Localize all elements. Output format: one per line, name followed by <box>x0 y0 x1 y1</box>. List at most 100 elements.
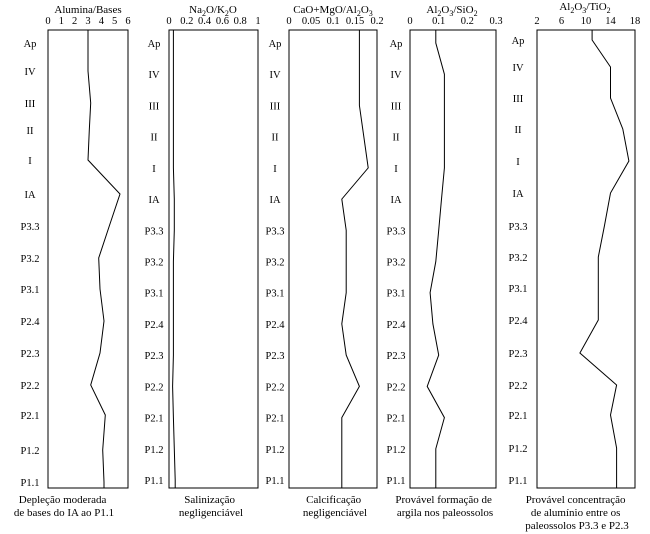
panel-3-depth-label: II <box>272 133 279 144</box>
panel-2-depth-label: I <box>152 164 156 175</box>
panel-3-tick-label: 0.15 <box>346 16 364 27</box>
panel-2-depth-label: P2.3 <box>145 351 164 362</box>
panel-2-depth-label: P2.2 <box>145 382 164 393</box>
panel-4-tick-label: 0.2 <box>461 16 474 27</box>
panel-4-depth-label: IV <box>390 70 401 81</box>
panel-3-depth-label: P2.4 <box>266 320 286 331</box>
panel-3-depth-label: P3.2 <box>266 258 285 269</box>
panel-3-depth-label: P3.1 <box>266 289 285 300</box>
panel-4-title: Al2O3/SiO2 <box>426 4 477 18</box>
panel-3-depth-label: P2.2 <box>266 382 285 393</box>
panel-4-depth-label: P2.3 <box>387 351 406 362</box>
panel-1-depth-labels: ApIVIIIIIIIAP3.3P3.2P3.1P2.4P2.3P2.2P2.1… <box>21 39 41 489</box>
panel-2-title: Na2O/K2O <box>189 4 237 18</box>
panel-2-x-ticks: 0 0.2 0.4 0.6 0.8 1 <box>166 16 260 27</box>
panel-5-depth-label: P3.2 <box>509 253 528 264</box>
panel-1-depth-label: P1.1 <box>21 478 40 489</box>
panel-4-tick-label: 0.3 <box>489 16 502 27</box>
panel-4-depth-label: P3.3 <box>387 226 406 237</box>
panel-2-depth-label: P2.4 <box>145 320 165 331</box>
panel-2-tick-label: 1 <box>255 16 260 27</box>
panel-5-depth-labels: ApIVIIIIIIIAP3.3P3.2P3.1P2.4P2.3P2.2P2.1… <box>509 36 529 487</box>
panel-4-depth-label: P2.4 <box>387 320 407 331</box>
panel-2-depth-label: P3.2 <box>145 258 164 269</box>
panel-4-depth-label: IA <box>390 195 401 206</box>
panel-2-depth-label: Ap <box>148 39 161 50</box>
panel-5-depth-label: P3.3 <box>509 222 528 233</box>
panel-1-tick-label: 5 <box>112 16 117 27</box>
panel-4-depth-label: P3.2 <box>387 258 406 269</box>
panel-1-tick-label: 2 <box>72 16 77 27</box>
panel-2-depth-label: P1.1 <box>145 476 164 487</box>
panel-4-tick-label: 0.1 <box>432 16 445 27</box>
panel-1-tick-label: 1 <box>59 16 64 27</box>
panel-4-depth-label: III <box>391 101 402 112</box>
panel-3-depth-label: Ap <box>269 39 282 50</box>
panel-2-tick-label: 0.8 <box>234 16 247 27</box>
panel-1-depth-label: III <box>25 99 36 110</box>
panel-2-frame <box>168 29 259 489</box>
panel-4-tick-label: 0 <box>407 16 412 27</box>
panel-1-frame <box>47 29 129 489</box>
panel-2-tick-label: 0.4 <box>198 16 212 27</box>
panel-2-caption: Salinização negligenciável <box>179 494 243 519</box>
panel-4-depth-label: P1.2 <box>387 445 406 456</box>
panel-5-depth-label: IA <box>512 189 523 200</box>
panel-5-depth-label: P2.3 <box>509 349 528 360</box>
panel-1-depth-label: IA <box>24 190 35 201</box>
panel-1-tick-label: 4 <box>99 16 105 27</box>
panel-2-depth-label: P3.3 <box>145 226 164 237</box>
panel-1-series-line <box>87 30 121 488</box>
panel-3-x-ticks: 0 0.05 0.1 0.15 0.2 <box>286 16 383 27</box>
panel-1-depth-label: P2.2 <box>21 381 40 392</box>
panel-5-frame <box>536 29 636 489</box>
panel-1-depth-label: P2.1 <box>21 411 40 422</box>
panel-1-depth-label: P3.2 <box>21 254 40 265</box>
panel-3-depth-label: P2.1 <box>266 414 285 425</box>
panel-1-tick-label: 0 <box>45 16 50 27</box>
panel-4-frame <box>409 29 497 489</box>
panel-1-depth-label: I <box>28 156 32 167</box>
panel-2-depth-labels: ApIVIIIIIIIAP3.3P3.2P3.1P2.4P2.3P2.2P2.1… <box>145 39 165 487</box>
panel-4-caption: Provável formação de argila nos paleosso… <box>395 494 494 519</box>
panel-5-depth-label: I <box>516 157 520 168</box>
panel-3-tick-label: 0.2 <box>370 16 383 27</box>
panel-2-depth-label: P3.1 <box>145 289 164 300</box>
panel-1-depth-label: P3.1 <box>21 285 40 296</box>
panel-3-depth-label: IV <box>269 70 280 81</box>
panel-3-series-line <box>341 30 369 488</box>
panel-5-depth-label: III <box>513 94 524 105</box>
panel-2-depth-label: IV <box>148 70 159 81</box>
panel-2-depth-label: P2.1 <box>145 414 164 425</box>
panel-5-depth-label: P2.2 <box>509 381 528 392</box>
panel-5-depth-label: P3.1 <box>509 284 528 295</box>
panel-4-depth-label: Ap <box>390 39 403 50</box>
panel-1-title: Alumina/Bases <box>54 4 121 16</box>
panel-2-tick-label: 0.6 <box>216 16 229 27</box>
panel-3-depth-labels: ApIVIIIIIIIAP3.3P3.2P3.1P2.4P2.3P2.2P2.1… <box>266 39 286 487</box>
panel-5-depth-label: IV <box>512 63 523 74</box>
panel-5-tick-label: 10 <box>581 16 592 27</box>
panel-2-series-line <box>172 30 176 488</box>
panel-3-depth-label: P1.1 <box>266 476 285 487</box>
panel-3-depth-label: IA <box>269 195 280 206</box>
panel-1-caption: Depleção moderada de bases do IA ao P1.1 <box>14 494 114 519</box>
panel-5-title: Al2O3/TiO2 <box>559 1 610 15</box>
panel-2-depth-label: IA <box>148 195 159 206</box>
panel-3-depth-label: P1.2 <box>266 445 285 456</box>
panel-3-depth-label: P2.3 <box>266 351 285 362</box>
panel-4-depth-label: I <box>394 164 398 175</box>
panel-3-caption: Calcificação negligenciável <box>303 494 367 519</box>
panel-3-depth-label: P3.3 <box>266 226 285 237</box>
panel-2-depth-label: P1.2 <box>145 445 164 456</box>
panel-4-depth-labels: ApIVIIIIIIIAP3.3P3.2P3.1P2.4P2.3P2.2P2.1… <box>387 39 407 487</box>
panel-5-depth-label: P1.2 <box>509 444 528 455</box>
panel-1-depth-label: IV <box>24 67 35 78</box>
panel-5-series-line <box>579 30 630 488</box>
panel-5-depth-label: Ap <box>512 36 525 47</box>
panel-5-x-ticks: 2 6 10 14 18 <box>534 16 640 27</box>
panel-3-depth-label: III <box>270 101 281 112</box>
panel-1-depth-label: P3.3 <box>21 222 40 233</box>
panel-5-depth-label: P2.4 <box>509 316 529 327</box>
